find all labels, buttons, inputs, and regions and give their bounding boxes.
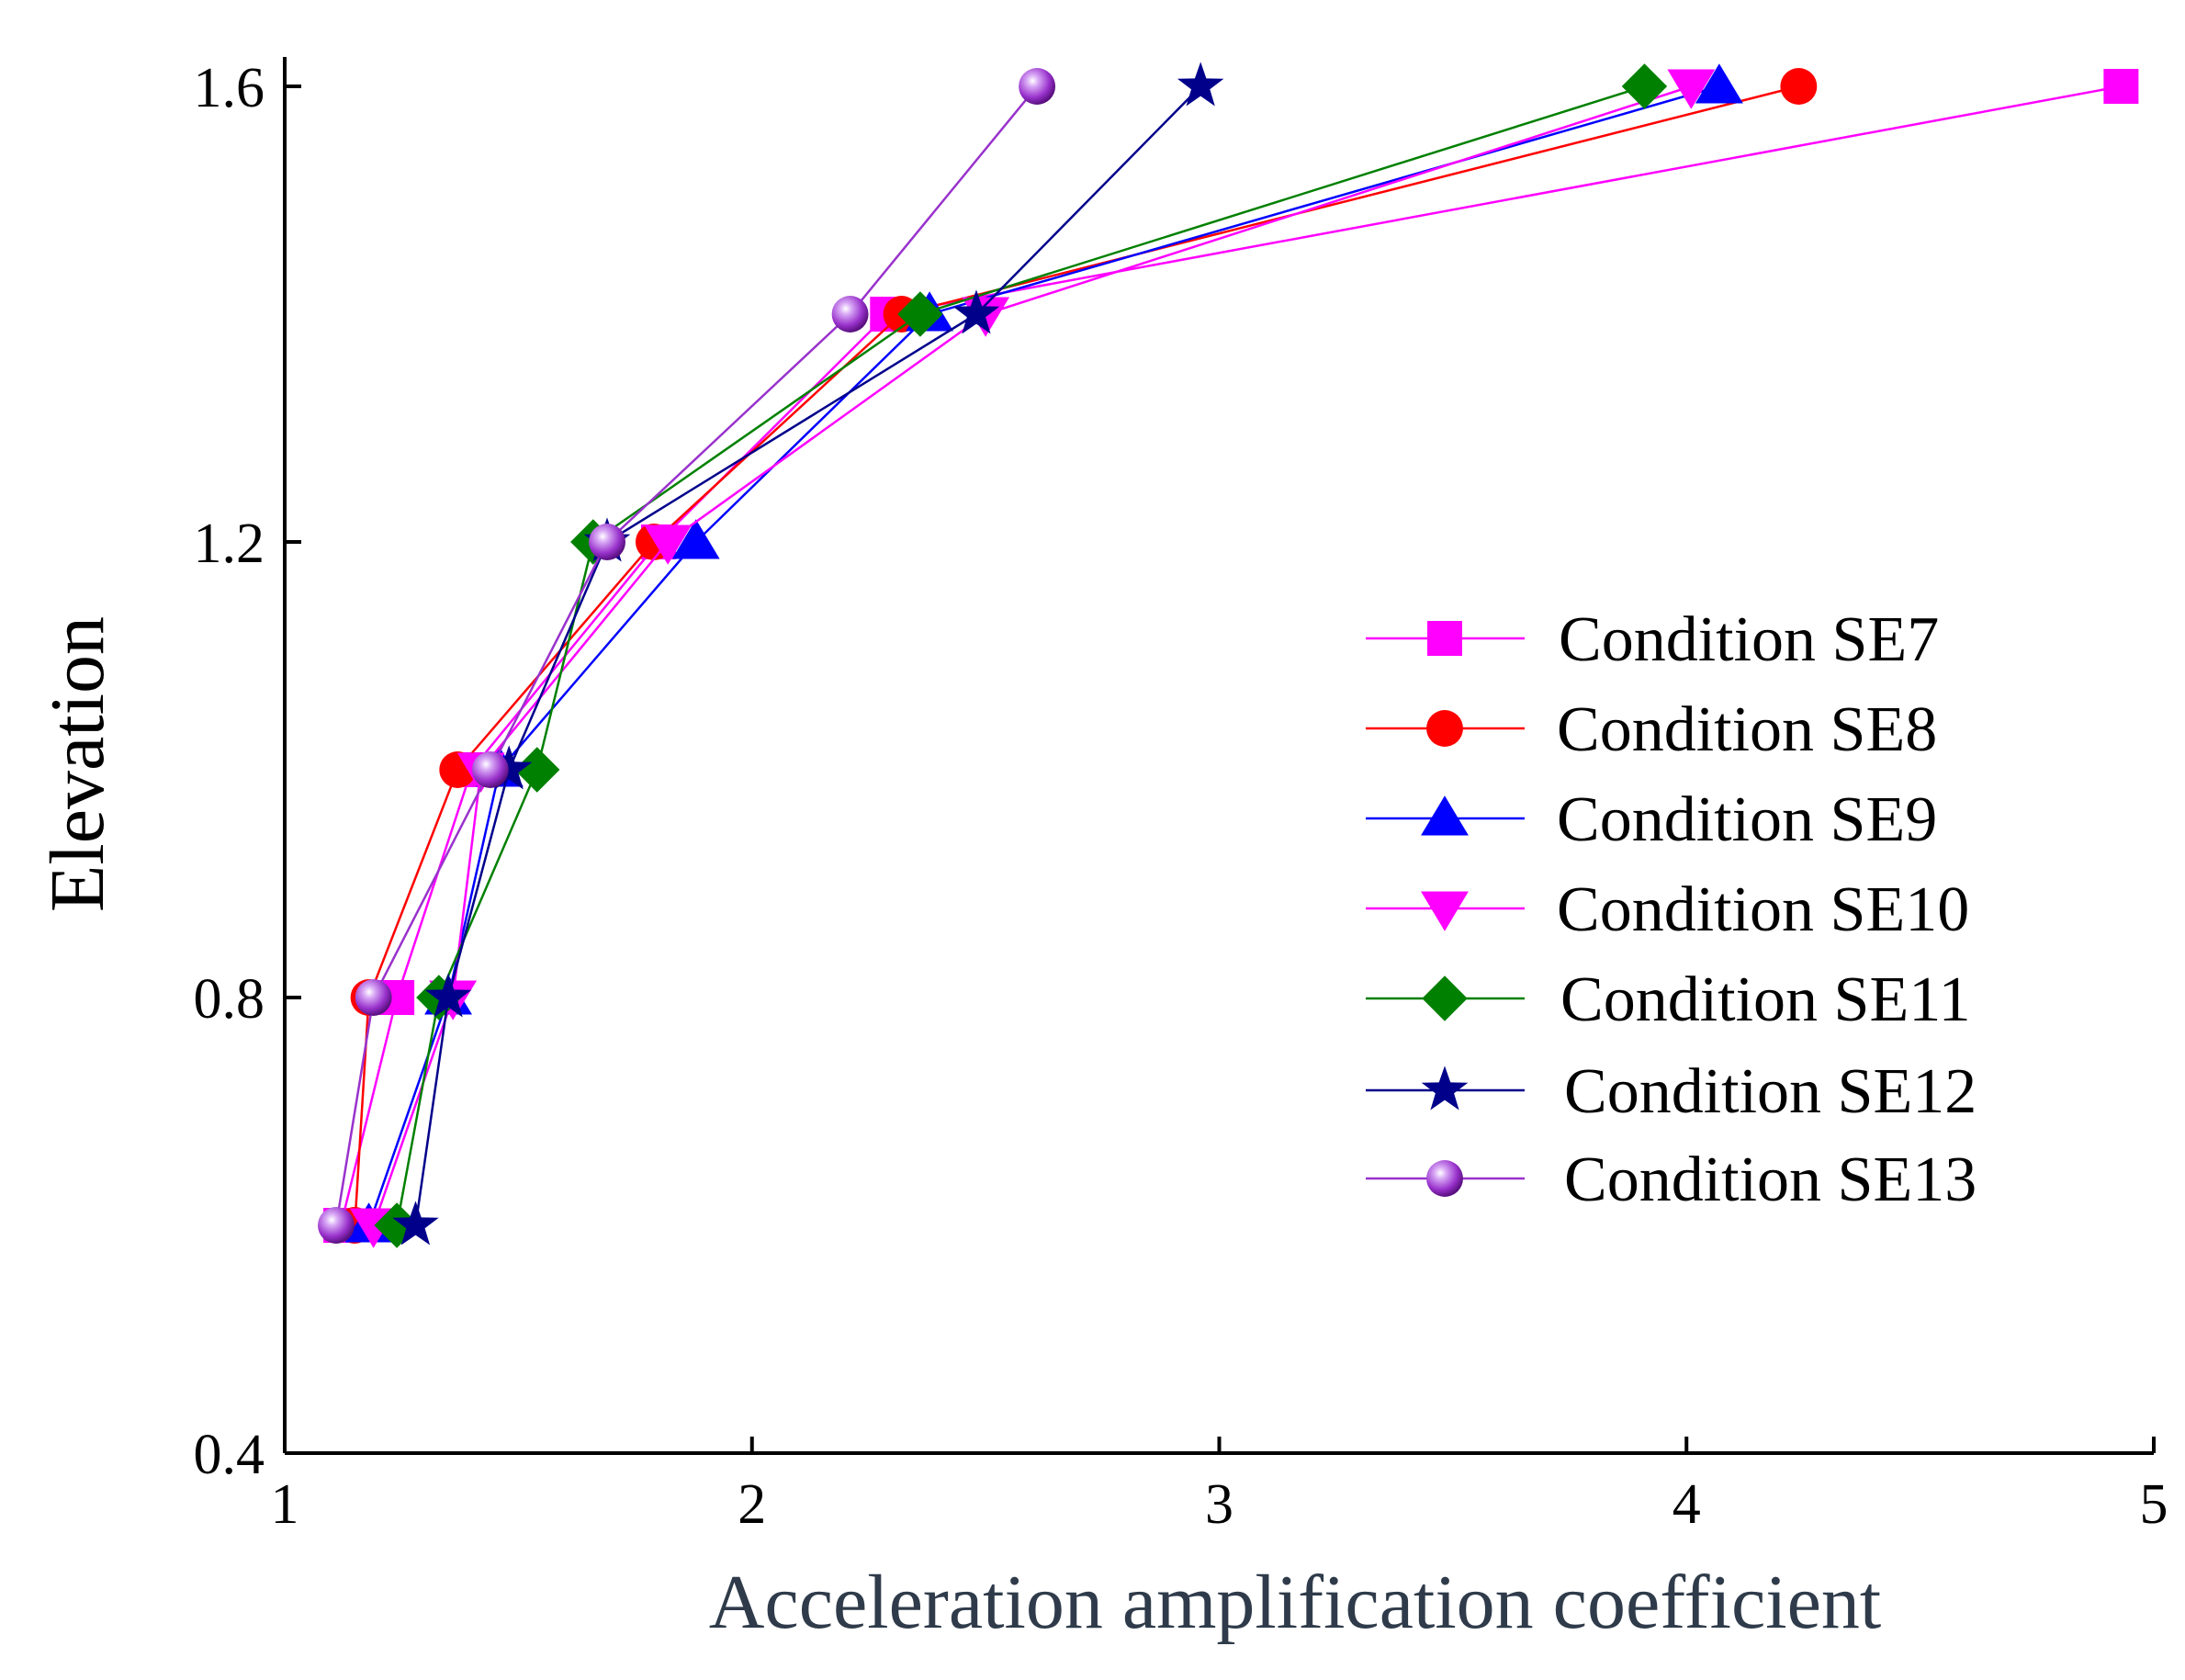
legend-item: Condition SE11	[1366, 964, 1971, 1035]
data-point	[897, 291, 943, 337]
series-3	[344, 63, 1743, 1243]
data-point	[671, 519, 720, 559]
data-point	[471, 751, 509, 788]
legend-item: Condition SE12	[1366, 1056, 1977, 1127]
x-axis-title: Acceleration amplification coefficient	[709, 1560, 1882, 1645]
x-tick-label: 2	[738, 1473, 766, 1536]
legend-label: Condition SE9	[1557, 784, 1937, 855]
series-line	[372, 85, 1692, 1226]
legend-label: Condition SE8	[1557, 694, 1937, 765]
legend-label: Condition SE11	[1560, 964, 1971, 1035]
data-point	[514, 747, 560, 793]
legend-marker	[1426, 1160, 1463, 1197]
x-tick-label: 3	[1205, 1473, 1233, 1536]
series-line	[414, 85, 1202, 1226]
y-tick-label: 0.4	[194, 1424, 265, 1486]
data-point	[1667, 69, 1716, 109]
data-point	[424, 973, 472, 1018]
series-line	[395, 85, 1645, 1226]
data-point	[318, 1207, 355, 1244]
data-point	[644, 524, 693, 565]
series-5	[374, 63, 1668, 1248]
legend-marker	[1427, 621, 1462, 656]
legend-marker	[1421, 1066, 1469, 1111]
plot-area	[318, 62, 2139, 1248]
data-point	[2103, 69, 2139, 104]
y-tick-label: 1.2	[194, 513, 265, 575]
series-6	[392, 62, 1224, 1246]
legend-item: Condition SE13	[1366, 1144, 1977, 1215]
legend: Condition SE7 Condition SE8 Condition SE9 C…	[1366, 604, 1977, 1215]
data-point	[1621, 63, 1668, 109]
legend-item: Condition SE10	[1366, 874, 1969, 945]
y-axis-title: Elevation	[35, 616, 120, 912]
legend-label: Condition SE7	[1559, 604, 1939, 675]
x-ticks: 1 2 3 4 5	[271, 1437, 2168, 1536]
x-tick-label: 5	[2140, 1473, 2168, 1536]
data-point	[952, 289, 1000, 334]
series-line	[367, 85, 1720, 1226]
legend-item: Condition SE7	[1366, 604, 1939, 675]
x-tick-label: 4	[1673, 1473, 1701, 1536]
data-point	[392, 1201, 439, 1246]
legend-label: Condition SE13	[1564, 1144, 1977, 1215]
legend-marker	[1422, 975, 1468, 1021]
data-point	[1019, 68, 1056, 105]
data-point	[589, 524, 625, 560]
y-tick-label: 0.8	[194, 968, 265, 1031]
data-point	[1695, 63, 1743, 104]
data-point	[1780, 68, 1818, 105]
data-point	[831, 296, 869, 333]
data-point	[355, 979, 392, 1016]
legend-marker	[1426, 710, 1463, 747]
data-point	[1177, 62, 1224, 107]
legend-label: Condition SE12	[1564, 1056, 1977, 1127]
legend-item: Condition SE8	[1366, 694, 1937, 765]
data-point	[485, 745, 533, 790]
x-tick-label: 1	[271, 1473, 299, 1536]
series-7	[318, 68, 1056, 1244]
y-tick-label: 1.6	[194, 57, 265, 119]
series-line	[334, 85, 1039, 1226]
legend-label: Condition SE10	[1557, 874, 1969, 945]
legend-marker	[1421, 891, 1469, 931]
y-ticks: 0.4 0.8 1.2 1.6	[194, 57, 301, 1486]
legend-marker	[1421, 795, 1469, 836]
legend-item: Condition SE9	[1366, 784, 1937, 855]
